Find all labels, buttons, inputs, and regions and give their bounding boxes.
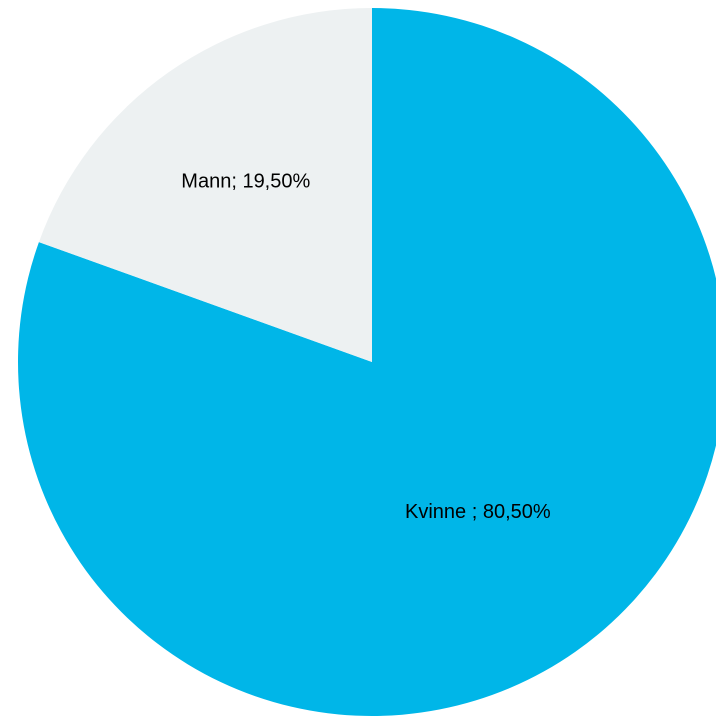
pie-slice-kvinne (18, 8, 716, 716)
data-label-kvinne: Kvinne ; 80,50% (405, 501, 551, 523)
data-label-mann: Mann; 19,50% (181, 171, 310, 193)
pie-slice-mann (38, 8, 372, 362)
